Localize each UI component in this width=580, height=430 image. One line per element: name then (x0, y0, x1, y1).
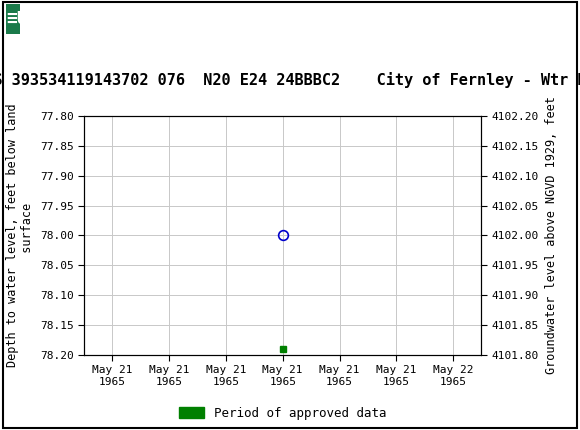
Text: USGS 393534119143702 076  N20 E24 24BBBC2    City of Fernley - Wtr Dist: USGS 393534119143702 076 N20 E24 24BBBC2… (0, 72, 580, 88)
FancyBboxPatch shape (6, 4, 38, 34)
Legend: Period of approved data: Period of approved data (174, 402, 392, 425)
FancyBboxPatch shape (6, 4, 20, 34)
Y-axis label: Depth to water level, feet below land
  surface: Depth to water level, feet below land su… (6, 104, 34, 367)
Y-axis label: Groundwater level above NGVD 1929, feet: Groundwater level above NGVD 1929, feet (545, 96, 557, 375)
Text: ≡USGS: ≡USGS (6, 10, 60, 28)
